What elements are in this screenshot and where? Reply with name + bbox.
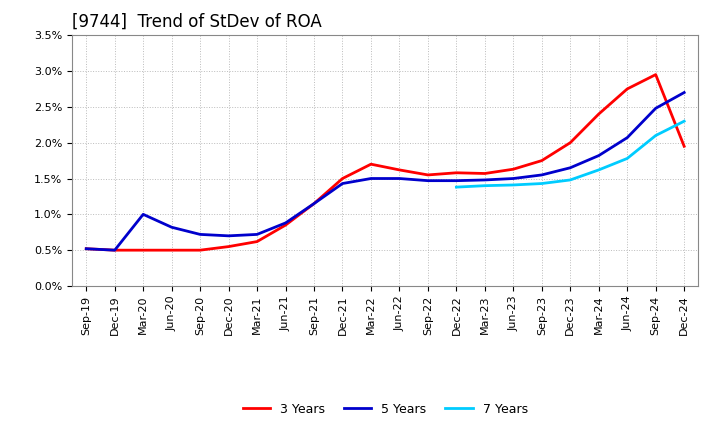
7 Years (652, 133, 660, 138)
3 Years (395, 167, 404, 172)
Text: [9744]  Trend of StDev of ROA: [9744] Trend of StDev of ROA (72, 13, 322, 31)
5 Years (196, 232, 204, 237)
5 Years (110, 248, 119, 253)
3 Years (566, 140, 575, 145)
5 Years (452, 178, 461, 183)
5 Years (566, 165, 575, 170)
5 Years (537, 172, 546, 178)
7 Years (452, 184, 461, 190)
3 Years (623, 86, 631, 92)
5 Years (310, 201, 318, 206)
3 Years (110, 248, 119, 253)
5 Years (652, 106, 660, 111)
5 Years (680, 90, 688, 95)
3 Years (509, 167, 518, 172)
3 Years (452, 170, 461, 176)
3 Years (282, 223, 290, 228)
3 Years (225, 244, 233, 249)
7 Years (623, 156, 631, 161)
7 Years (537, 181, 546, 186)
3 Years (652, 72, 660, 77)
3 Years (537, 158, 546, 163)
3 Years (366, 161, 375, 167)
5 Years (253, 232, 261, 237)
3 Years (680, 143, 688, 149)
3 Years (480, 171, 489, 176)
5 Years (139, 212, 148, 217)
5 Years (82, 246, 91, 251)
5 Years (338, 181, 347, 186)
7 Years (509, 182, 518, 187)
3 Years (139, 248, 148, 253)
5 Years (225, 233, 233, 238)
5 Years (595, 153, 603, 158)
3 Years (82, 246, 91, 251)
5 Years (423, 178, 432, 183)
5 Years (509, 176, 518, 181)
Line: 5 Years: 5 Years (86, 92, 684, 250)
7 Years (566, 177, 575, 183)
3 Years (595, 111, 603, 117)
3 Years (253, 239, 261, 244)
3 Years (310, 201, 318, 206)
5 Years (366, 176, 375, 181)
7 Years (595, 167, 603, 172)
5 Years (623, 135, 631, 140)
Line: 3 Years: 3 Years (86, 75, 684, 250)
5 Years (282, 220, 290, 226)
5 Years (167, 224, 176, 230)
Line: 7 Years: 7 Years (456, 121, 684, 187)
7 Years (680, 118, 688, 124)
3 Years (167, 248, 176, 253)
3 Years (423, 172, 432, 178)
7 Years (480, 183, 489, 188)
5 Years (480, 177, 489, 183)
5 Years (395, 176, 404, 181)
3 Years (338, 176, 347, 181)
Legend: 3 Years, 5 Years, 7 Years: 3 Years, 5 Years, 7 Years (238, 398, 533, 421)
3 Years (196, 248, 204, 253)
